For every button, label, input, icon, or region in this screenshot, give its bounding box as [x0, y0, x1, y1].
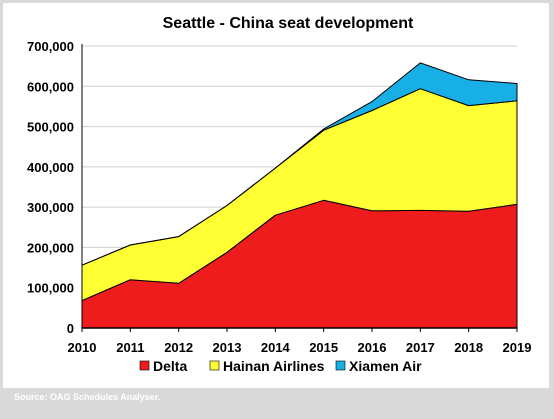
series-area-xiamen-air	[81, 62, 518, 266]
legend-swatch-xiamen-air	[335, 360, 346, 371]
x-tick-label: 2016	[358, 340, 387, 355]
x-tick-label: 2018	[454, 340, 483, 355]
y-tick-label: 0	[67, 321, 74, 336]
source-note: Source: OAG Schedules Analyser.	[14, 392, 161, 402]
x-tick-label: 2019	[503, 340, 532, 355]
source-bar: Source: OAG Schedules Analyser.	[0, 388, 554, 419]
y-tick-label: 400,000	[27, 160, 74, 175]
legend-label-hainan-airlines: Hainan Airlines	[223, 358, 325, 374]
y-tick-label: 100,000	[27, 281, 74, 296]
chart-svg: Seattle - China seat development 0 100,00…	[27, 15, 532, 374]
legend-swatch-hainan-airlines	[209, 360, 220, 371]
y-tick-label: 300,000	[27, 200, 74, 215]
x-tick-label: 2012	[164, 340, 193, 355]
chart-frame: Seattle - China seat development 0 100,00…	[3, 3, 549, 388]
x-tick-label: 2015	[309, 340, 338, 355]
x-tick-label: 2010	[68, 340, 97, 355]
y-tick-label: 500,000	[27, 120, 74, 135]
y-tick-label: 700,000	[27, 39, 74, 54]
x-tick-label: 2011	[116, 340, 144, 355]
y-tick-label: 200,000	[27, 240, 74, 255]
x-tick-label: 2013	[213, 340, 242, 355]
x-tick-label: 2017	[406, 340, 435, 355]
y-tick-label: 600,000	[27, 79, 74, 94]
legend-label-xiamen-air: Xiamen Air	[349, 358, 422, 374]
x-tick-label: 2014	[261, 340, 291, 355]
legend-swatch-delta	[139, 360, 150, 371]
legend-label-delta: Delta	[153, 358, 187, 374]
chart-title: Seattle - China seat development	[163, 15, 414, 32]
